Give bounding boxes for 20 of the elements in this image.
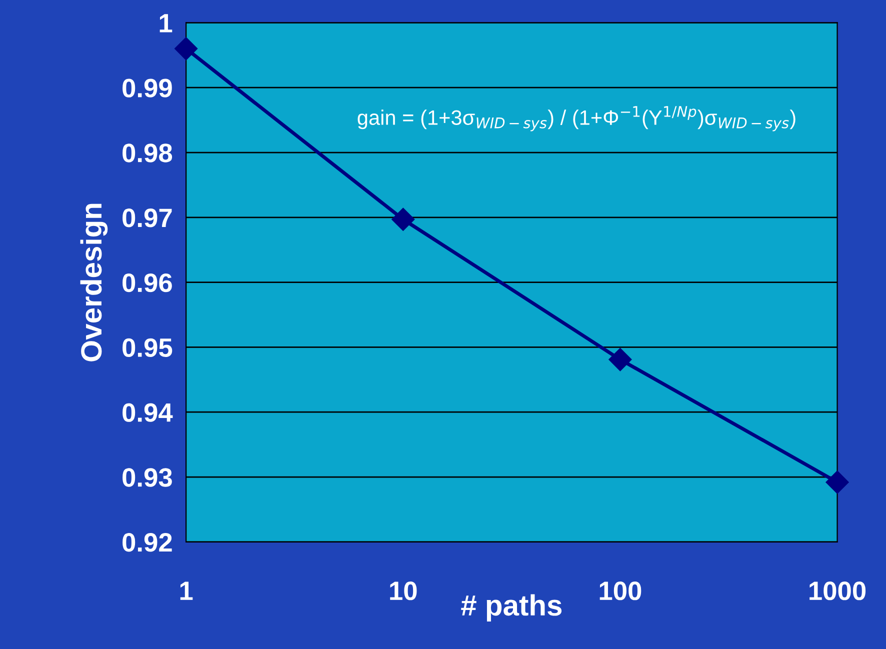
- y-tick-label: 0.98: [122, 144, 172, 162]
- x-tick-label: 1: [180, 582, 193, 600]
- x-tick-label: 10: [390, 582, 417, 600]
- y-tick-label: 1: [160, 14, 172, 32]
- x-axis-title: # paths: [461, 594, 562, 622]
- point: [608, 348, 632, 372]
- y-tick-label: 0.95: [122, 338, 172, 358]
- y-tick-label: 0.93: [122, 468, 172, 487]
- y-axis-title: Overdesign: [80, 204, 108, 362]
- point: [826, 470, 849, 494]
- y-tick-label: 0.97: [122, 208, 172, 228]
- point: [392, 208, 415, 231]
- y-tick-label: 0.99: [122, 78, 172, 98]
- text: gain = (1+3σ$_{WID−sys}$) / (1+Φ$^{−1}$(Y$^{1/Np}$)σ$_{WID−sys}$): [358, 106, 796, 132]
- x-tick-label: 100: [600, 582, 642, 600]
- x-tick-label: 1000: [810, 582, 866, 600]
- y-tick-label: 0.92: [122, 533, 172, 552]
- y-tick-label: 0.96: [122, 273, 172, 292]
- point: [174, 37, 198, 60]
- y-tick-label: 0.94: [122, 403, 173, 422]
